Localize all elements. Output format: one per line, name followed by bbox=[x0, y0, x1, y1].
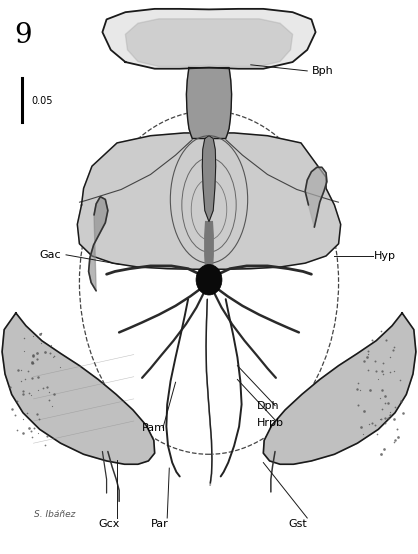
Text: Hyp: Hyp bbox=[374, 251, 396, 261]
Polygon shape bbox=[202, 136, 216, 222]
Text: Gst: Gst bbox=[288, 519, 307, 529]
Text: Par: Par bbox=[150, 519, 168, 529]
Text: S. Ibáñez: S. Ibáñez bbox=[34, 510, 75, 519]
Polygon shape bbox=[77, 133, 341, 269]
Polygon shape bbox=[186, 68, 232, 138]
Polygon shape bbox=[89, 197, 108, 291]
Polygon shape bbox=[305, 167, 327, 227]
Text: 9: 9 bbox=[15, 22, 32, 49]
Text: Dph: Dph bbox=[257, 401, 280, 411]
Text: Hrpb: Hrpb bbox=[257, 418, 284, 428]
Polygon shape bbox=[263, 313, 416, 464]
Text: 0.05: 0.05 bbox=[31, 96, 53, 106]
Text: Pam: Pam bbox=[142, 423, 166, 433]
Text: Bph: Bph bbox=[311, 66, 333, 76]
Text: Gac: Gac bbox=[40, 250, 61, 260]
Polygon shape bbox=[206, 299, 212, 486]
Polygon shape bbox=[2, 313, 155, 464]
Polygon shape bbox=[102, 9, 316, 69]
Ellipse shape bbox=[196, 264, 222, 295]
Text: Gcx: Gcx bbox=[98, 519, 120, 529]
Polygon shape bbox=[205, 222, 213, 280]
Polygon shape bbox=[125, 19, 293, 66]
